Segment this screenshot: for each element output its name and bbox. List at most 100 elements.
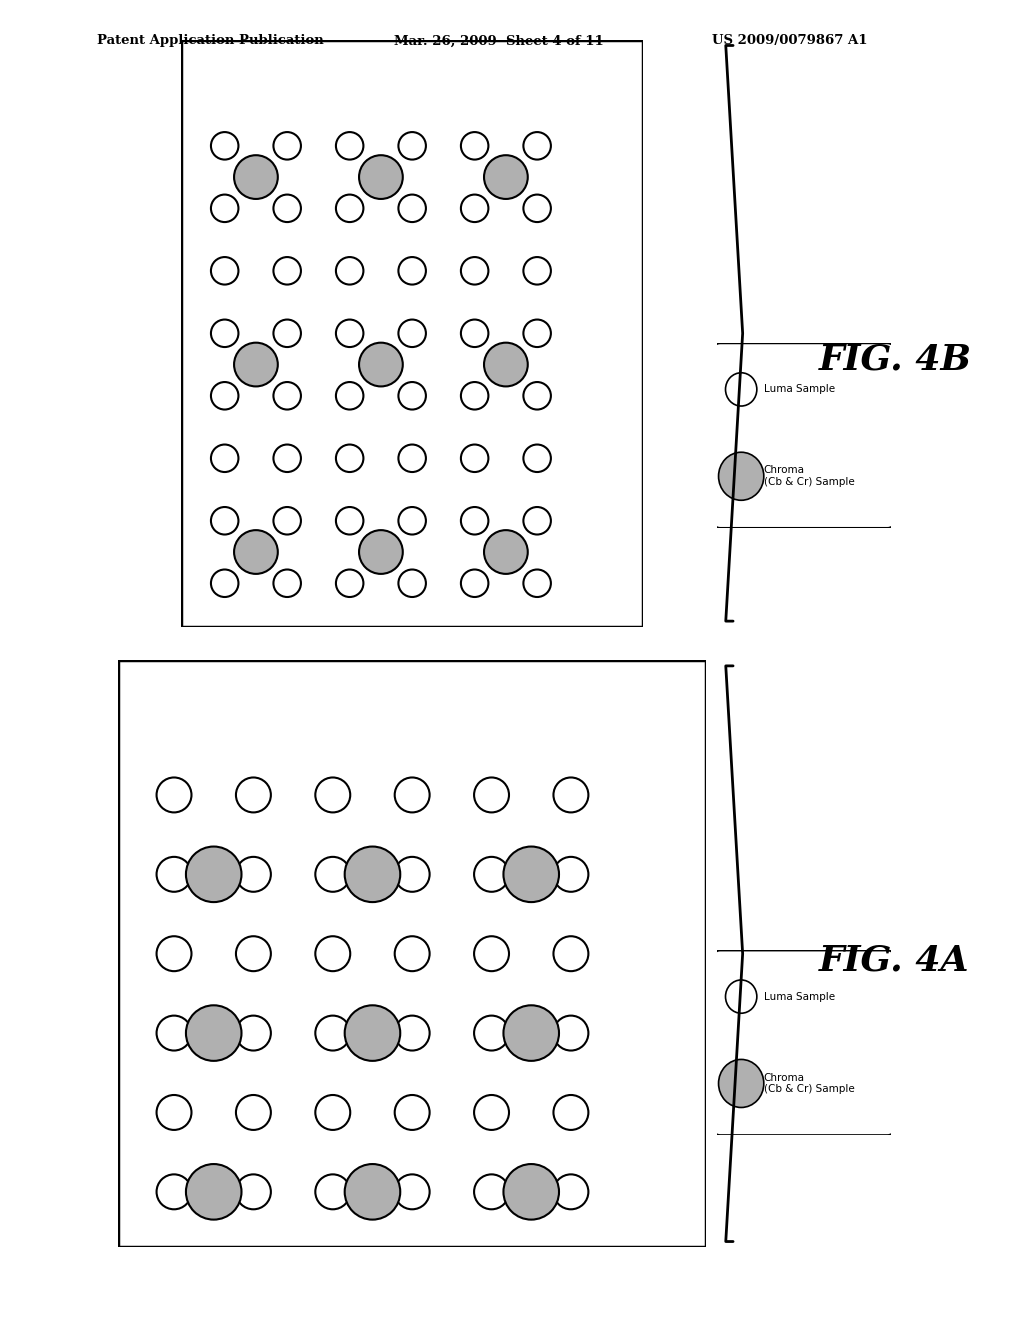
Circle shape bbox=[345, 1164, 400, 1220]
Circle shape bbox=[553, 777, 589, 812]
Circle shape bbox=[186, 846, 242, 902]
Text: Patent Application Publication: Patent Application Publication bbox=[97, 34, 324, 48]
Circle shape bbox=[345, 846, 400, 902]
Circle shape bbox=[725, 979, 757, 1014]
Circle shape bbox=[336, 569, 364, 597]
Circle shape bbox=[394, 857, 430, 892]
Circle shape bbox=[474, 1015, 509, 1051]
Text: US 2009/0079867 A1: US 2009/0079867 A1 bbox=[712, 34, 867, 48]
Circle shape bbox=[398, 257, 426, 285]
Circle shape bbox=[157, 1175, 191, 1209]
Circle shape bbox=[553, 936, 589, 972]
Circle shape bbox=[315, 1175, 350, 1209]
Circle shape bbox=[461, 381, 488, 409]
Circle shape bbox=[461, 132, 488, 160]
Circle shape bbox=[484, 156, 527, 199]
Circle shape bbox=[211, 507, 239, 535]
Text: Mar. 26, 2009  Sheet 4 of 11: Mar. 26, 2009 Sheet 4 of 11 bbox=[394, 34, 604, 48]
Circle shape bbox=[157, 1096, 191, 1130]
Circle shape bbox=[211, 132, 239, 160]
Circle shape bbox=[398, 132, 426, 160]
Circle shape bbox=[553, 857, 589, 892]
Circle shape bbox=[236, 1175, 271, 1209]
Circle shape bbox=[211, 257, 239, 285]
Circle shape bbox=[273, 381, 301, 409]
Circle shape bbox=[273, 132, 301, 160]
Text: Chroma
(Cb & Cr) Sample: Chroma (Cb & Cr) Sample bbox=[764, 466, 855, 487]
Circle shape bbox=[398, 445, 426, 473]
Circle shape bbox=[474, 857, 509, 892]
Circle shape bbox=[186, 1164, 242, 1220]
Circle shape bbox=[394, 936, 430, 972]
Circle shape bbox=[315, 1015, 350, 1051]
Circle shape bbox=[157, 936, 191, 972]
Circle shape bbox=[523, 132, 551, 160]
Circle shape bbox=[315, 857, 350, 892]
Circle shape bbox=[523, 507, 551, 535]
Circle shape bbox=[461, 445, 488, 473]
Circle shape bbox=[273, 569, 301, 597]
Text: Luma Sample: Luma Sample bbox=[764, 384, 835, 395]
Circle shape bbox=[157, 777, 191, 812]
Text: FIG. 4B: FIG. 4B bbox=[819, 342, 972, 376]
Circle shape bbox=[553, 1015, 589, 1051]
Circle shape bbox=[553, 1175, 589, 1209]
Circle shape bbox=[234, 531, 278, 574]
Circle shape bbox=[336, 132, 364, 160]
Text: Chroma
(Cb & Cr) Sample: Chroma (Cb & Cr) Sample bbox=[764, 1073, 855, 1094]
Circle shape bbox=[461, 569, 488, 597]
Circle shape bbox=[234, 343, 278, 387]
Circle shape bbox=[394, 1015, 430, 1051]
Circle shape bbox=[504, 1006, 559, 1061]
Circle shape bbox=[504, 846, 559, 902]
Circle shape bbox=[273, 507, 301, 535]
Circle shape bbox=[398, 319, 426, 347]
Circle shape bbox=[336, 381, 364, 409]
Circle shape bbox=[336, 257, 364, 285]
Circle shape bbox=[236, 857, 271, 892]
Circle shape bbox=[553, 1096, 589, 1130]
Circle shape bbox=[398, 507, 426, 535]
Circle shape bbox=[523, 381, 551, 409]
FancyBboxPatch shape bbox=[714, 343, 894, 528]
Circle shape bbox=[474, 1175, 509, 1209]
Circle shape bbox=[398, 194, 426, 222]
Circle shape bbox=[157, 1015, 191, 1051]
Circle shape bbox=[461, 257, 488, 285]
Circle shape bbox=[186, 1006, 242, 1061]
Circle shape bbox=[336, 445, 364, 473]
Circle shape bbox=[273, 319, 301, 347]
Circle shape bbox=[523, 319, 551, 347]
Circle shape bbox=[725, 372, 757, 407]
Circle shape bbox=[523, 257, 551, 285]
Circle shape bbox=[474, 936, 509, 972]
Circle shape bbox=[273, 445, 301, 473]
Text: Luma Sample: Luma Sample bbox=[764, 991, 835, 1002]
Circle shape bbox=[394, 777, 430, 812]
Circle shape bbox=[394, 1096, 430, 1130]
Circle shape bbox=[211, 194, 239, 222]
Circle shape bbox=[315, 1096, 350, 1130]
Circle shape bbox=[461, 319, 488, 347]
Circle shape bbox=[719, 453, 764, 500]
Circle shape bbox=[211, 319, 239, 347]
Circle shape bbox=[336, 507, 364, 535]
Circle shape bbox=[236, 1096, 271, 1130]
Circle shape bbox=[345, 1006, 400, 1061]
Circle shape bbox=[474, 1096, 509, 1130]
Circle shape bbox=[236, 777, 271, 812]
Circle shape bbox=[484, 531, 527, 574]
Circle shape bbox=[523, 445, 551, 473]
Circle shape bbox=[461, 507, 488, 535]
Circle shape bbox=[211, 445, 239, 473]
Circle shape bbox=[719, 1060, 764, 1107]
Circle shape bbox=[523, 569, 551, 597]
Circle shape bbox=[359, 156, 402, 199]
Circle shape bbox=[236, 936, 271, 972]
Circle shape bbox=[211, 381, 239, 409]
Circle shape bbox=[504, 1164, 559, 1220]
Circle shape bbox=[461, 194, 488, 222]
Circle shape bbox=[236, 1015, 271, 1051]
Text: FIG. 4A: FIG. 4A bbox=[819, 944, 970, 978]
Circle shape bbox=[394, 1175, 430, 1209]
